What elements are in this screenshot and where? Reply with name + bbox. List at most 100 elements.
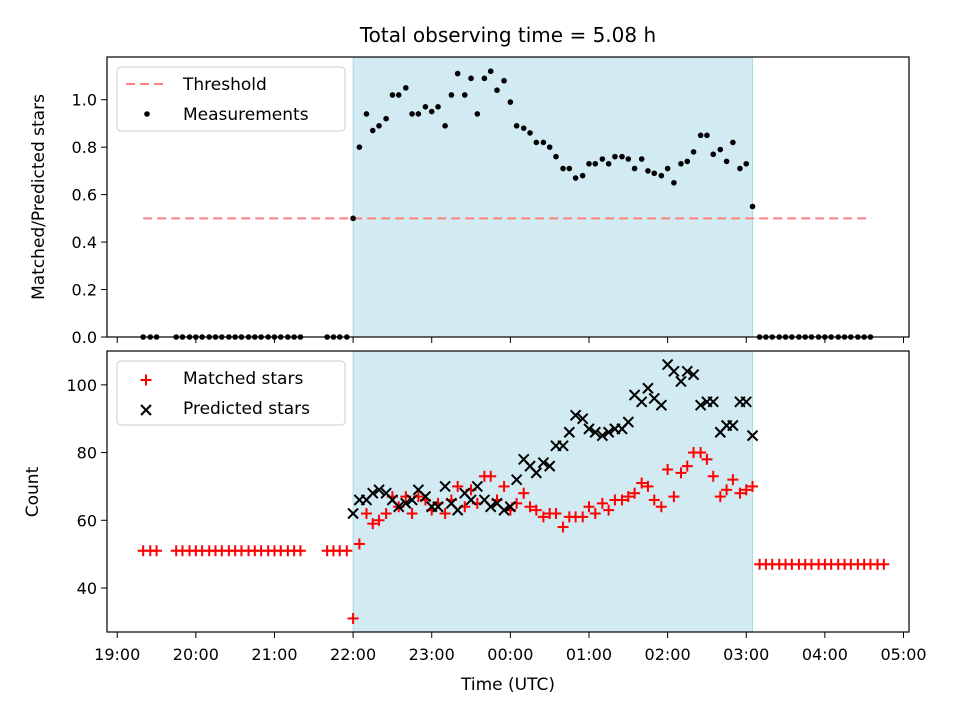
- predicted-star-point-b: [451, 504, 464, 516]
- predicted-star-point-b: [465, 494, 477, 506]
- legend-measurements-swatch: [144, 111, 150, 117]
- measurement-point: [454, 70, 461, 77]
- predicted-star-point-b: [576, 413, 589, 425]
- top-y-tick-label: 0.8: [72, 138, 97, 157]
- top-panel: 0.0 0.2 0.4 0.6 0.8 1.0 Threshold Measurements: [72, 56, 910, 347]
- top-y-tick-label: 0.2: [72, 281, 97, 300]
- bottom-panel: 40 60 80 100 19:00 20:00 21:00 22:00 23:00 00:00 0…: [66, 350, 927, 664]
- predicted-star-point-b: [740, 396, 752, 408]
- measurement-point: [625, 156, 632, 162]
- x-tick-label: 20:00: [173, 645, 219, 664]
- measurement-point: [690, 149, 697, 155]
- predicted-star-point-b: [596, 429, 609, 442]
- measurement-point: [513, 123, 520, 129]
- measurement-point: [664, 165, 671, 172]
- measurement-point: [678, 160, 684, 167]
- measurement-point: [481, 75, 488, 82]
- x-tick-label: 03:00: [723, 645, 769, 664]
- predicted-star-point-b: [655, 399, 668, 411]
- predicted-star-point-b: [537, 457, 550, 469]
- predicted-star-point-b: [347, 507, 359, 520]
- top-axes-frame: [106, 56, 910, 338]
- bottom-observing-window: [352, 350, 754, 633]
- predicted-star-point-b: [510, 473, 523, 486]
- x-tick-label: 22:00: [330, 645, 376, 664]
- x-tick-label: 00:00: [487, 645, 533, 664]
- measurement-point: [428, 108, 435, 115]
- predicted-star-point-b: [628, 389, 641, 401]
- x-tick-label: 02:00: [645, 645, 691, 664]
- x-tick-label: 05:00: [880, 645, 926, 664]
- predicted-star-point-b: [648, 392, 660, 405]
- measurement-point: [710, 151, 717, 158]
- x-tick-label: 01:00: [566, 645, 612, 664]
- predicted-star-point-b: [439, 480, 451, 493]
- measurement-point: [501, 77, 507, 84]
- measurement-point: [409, 111, 415, 117]
- predicted-star-point-b: [681, 365, 693, 378]
- bottom-y-tick-label: 100: [66, 376, 97, 395]
- predicted-star-point-b: [543, 460, 556, 472]
- measurement-point: [671, 179, 677, 186]
- measurement-point: [448, 92, 455, 98]
- measurement-point: [533, 139, 540, 146]
- measurement-point: [487, 68, 494, 75]
- predicted-star-point-b: [471, 480, 484, 493]
- predicted-star-point-b: [445, 497, 458, 510]
- measurement-point: [553, 153, 559, 160]
- measurement-point: [350, 215, 356, 222]
- predicted-star-point-b: [459, 487, 471, 499]
- chart-title: Total observing time = 5.08 h: [359, 23, 656, 47]
- measurement-point: [494, 87, 500, 94]
- measurement-point: [579, 172, 586, 179]
- x-tick-label: 04:00: [802, 645, 848, 664]
- measurement-point: [435, 104, 441, 110]
- x-tick-label: 23:00: [409, 645, 455, 664]
- measurement-point: [527, 130, 533, 136]
- predicted-star-point-b: [491, 497, 503, 510]
- predicted-star-point-b: [412, 484, 425, 496]
- predicted-star-point-b: [694, 399, 707, 411]
- measurement-point: [723, 158, 730, 165]
- predicted-star-point-b: [675, 375, 687, 388]
- predicted-star-point-b: [622, 416, 635, 428]
- measurement-point: [717, 146, 724, 153]
- x-tick-label: 19:00: [94, 645, 140, 664]
- measurement-point: [376, 123, 382, 129]
- predicted-star-point-b: [668, 365, 680, 378]
- measurement-point: [684, 158, 691, 165]
- measurement-point: [560, 165, 566, 172]
- predicted-star-point-b: [478, 494, 491, 506]
- top-y-tick-label: 0.4: [72, 233, 97, 252]
- top-y-tick-label: 0.0: [72, 328, 97, 347]
- measurement-point: [363, 111, 370, 117]
- measurement-point: [369, 127, 376, 134]
- predicted-star-point-b: [498, 504, 510, 516]
- measurement-point: [566, 165, 573, 172]
- predicted-star-point-b: [589, 426, 601, 438]
- measurement-point: [572, 175, 579, 181]
- predicted-star-point-b: [563, 426, 576, 438]
- bottom-axes-frame: [106, 350, 910, 633]
- bottom-y-tick-label: 80: [77, 444, 97, 463]
- predicted-star-point-b: [687, 368, 700, 381]
- predicted-star-point-b: [524, 460, 536, 472]
- predicted-star-point-b: [518, 453, 530, 466]
- measurement-point: [520, 125, 527, 131]
- measurement-point: [586, 160, 592, 167]
- legend-label: Predicted stars: [183, 399, 310, 419]
- measurement-point: [730, 139, 736, 146]
- measurement-point: [743, 160, 750, 167]
- x-tick-label: 21:00: [251, 645, 297, 664]
- measurement-point: [468, 75, 474, 82]
- measurement-point: [704, 132, 710, 139]
- predicted-star-point-b: [530, 467, 543, 479]
- measurement-point: [697, 132, 704, 139]
- bottom-legend: [116, 360, 346, 426]
- measurement-point: [389, 92, 396, 98]
- bottom-y-axis-label: Count: [23, 466, 43, 517]
- measurement-point: [658, 172, 665, 179]
- predicted-star-point-b: [642, 382, 654, 394]
- measurement-point: [546, 144, 553, 150]
- predicted-star-point-b: [373, 484, 385, 496]
